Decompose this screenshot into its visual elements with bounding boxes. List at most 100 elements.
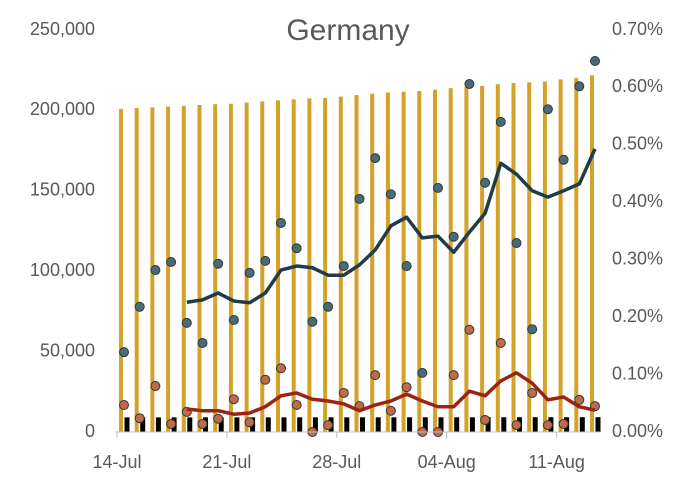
bar — [181, 105, 186, 433]
bar — [579, 417, 585, 432]
bar — [469, 417, 475, 432]
bar — [558, 79, 563, 432]
bar — [218, 417, 224, 432]
bar — [422, 417, 428, 432]
dot — [276, 217, 286, 228]
bar — [407, 417, 413, 432]
dot — [385, 405, 396, 416]
bar — [595, 417, 601, 432]
bar — [360, 417, 365, 432]
bar — [401, 91, 406, 432]
bar — [297, 417, 303, 432]
dot — [228, 315, 239, 326]
bar — [312, 417, 318, 432]
dot — [480, 177, 491, 188]
dot — [323, 301, 334, 312]
dot — [464, 78, 475, 89]
bar — [344, 417, 350, 432]
dot — [150, 265, 161, 276]
dot — [385, 189, 396, 200]
dot — [213, 258, 224, 269]
y-tick-label: 200,000 — [30, 99, 95, 119]
bar — [464, 86, 469, 432]
bar — [532, 417, 538, 432]
bar — [354, 95, 359, 432]
bar — [438, 417, 444, 432]
bar — [433, 89, 437, 432]
dot — [338, 387, 349, 398]
dot — [134, 413, 145, 424]
dot — [370, 153, 381, 164]
dot — [370, 370, 381, 381]
bar — [119, 108, 123, 433]
dot — [542, 420, 553, 431]
y2-tick-label: 0.00% — [612, 421, 663, 441]
bar — [511, 83, 516, 433]
bar — [244, 102, 249, 432]
bar — [140, 417, 146, 432]
dot — [511, 238, 522, 249]
bar — [124, 417, 130, 432]
dot — [354, 193, 365, 204]
dot — [590, 56, 600, 67]
bar — [265, 417, 271, 432]
bar — [527, 82, 532, 433]
dot — [527, 324, 538, 335]
y2-tick-label: 0.60% — [612, 76, 663, 96]
chart-title: Germany — [286, 14, 409, 47]
x-tick-label: 28-Jul — [312, 452, 361, 472]
bar — [155, 417, 161, 432]
line — [186, 371, 596, 416]
dot — [448, 231, 459, 242]
bar — [197, 104, 202, 432]
bar — [281, 417, 287, 432]
dot — [323, 420, 334, 431]
dot — [197, 418, 208, 429]
bar — [166, 106, 171, 433]
dot — [307, 316, 318, 327]
bar — [574, 77, 579, 433]
bar — [375, 417, 381, 432]
dot — [166, 418, 177, 429]
bar — [480, 85, 485, 433]
bar — [134, 108, 139, 433]
dot — [542, 104, 553, 115]
dot — [134, 301, 145, 312]
dot — [495, 116, 506, 127]
bar — [307, 98, 312, 432]
dot — [166, 257, 177, 268]
y-tick-label: 150,000 — [30, 180, 95, 200]
dot — [260, 255, 271, 266]
y2-tick-label: 0.20% — [612, 306, 663, 326]
dot — [291, 400, 302, 411]
dot — [150, 381, 161, 392]
dot — [197, 337, 208, 348]
dot — [558, 154, 569, 165]
bar — [495, 84, 500, 432]
dot — [401, 261, 412, 272]
y2-tick-label: 0.10% — [612, 363, 663, 383]
y2-tick-label: 0.50% — [612, 134, 663, 154]
dot — [244, 417, 255, 428]
dot — [574, 81, 585, 92]
bar — [323, 97, 328, 433]
bar — [501, 417, 507, 432]
bar — [228, 103, 233, 432]
dot — [480, 414, 491, 425]
dot — [495, 337, 506, 348]
dot — [433, 182, 443, 193]
x-tick-label: 21-Jul — [202, 452, 251, 472]
y2-tick-label: 0.30% — [612, 248, 663, 268]
dot — [228, 394, 239, 405]
y2-tick-label: 0.40% — [612, 191, 663, 211]
x-tick-label: 11-Aug — [528, 452, 585, 472]
bar — [590, 75, 594, 432]
bar — [260, 101, 265, 432]
bar — [385, 92, 390, 433]
dot — [527, 387, 538, 398]
dot — [213, 413, 224, 424]
dot — [417, 367, 428, 378]
bar — [542, 81, 547, 433]
dot — [464, 324, 475, 335]
